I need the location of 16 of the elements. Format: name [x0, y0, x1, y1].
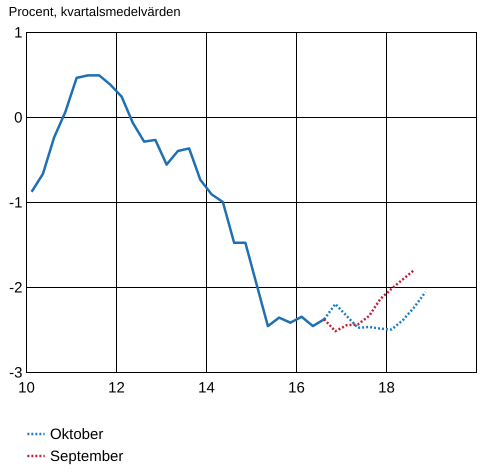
line-series [322, 268, 416, 332]
y-tick-label: 0 [14, 110, 22, 126]
y-tick-label: -1 [9, 194, 22, 212]
x-tick-label: 16 [288, 380, 305, 396]
x-tick-label: 10 [18, 380, 35, 396]
line-series [30, 74, 326, 328]
y-tick-label: -3 [9, 364, 22, 382]
x-tick-label: 14 [198, 380, 215, 396]
y-tick-label: 1 [14, 24, 22, 42]
x-tick-label: 18 [378, 380, 395, 396]
y-axis-title: Procent, kvartalsmedelvärden [8, 4, 181, 19]
x-tick-label: 12 [108, 380, 125, 396]
line-series [322, 290, 427, 331]
y-tick-label: -2 [9, 280, 22, 296]
legend-label: September [50, 448, 124, 465]
legend-label: Oktober [50, 426, 104, 443]
